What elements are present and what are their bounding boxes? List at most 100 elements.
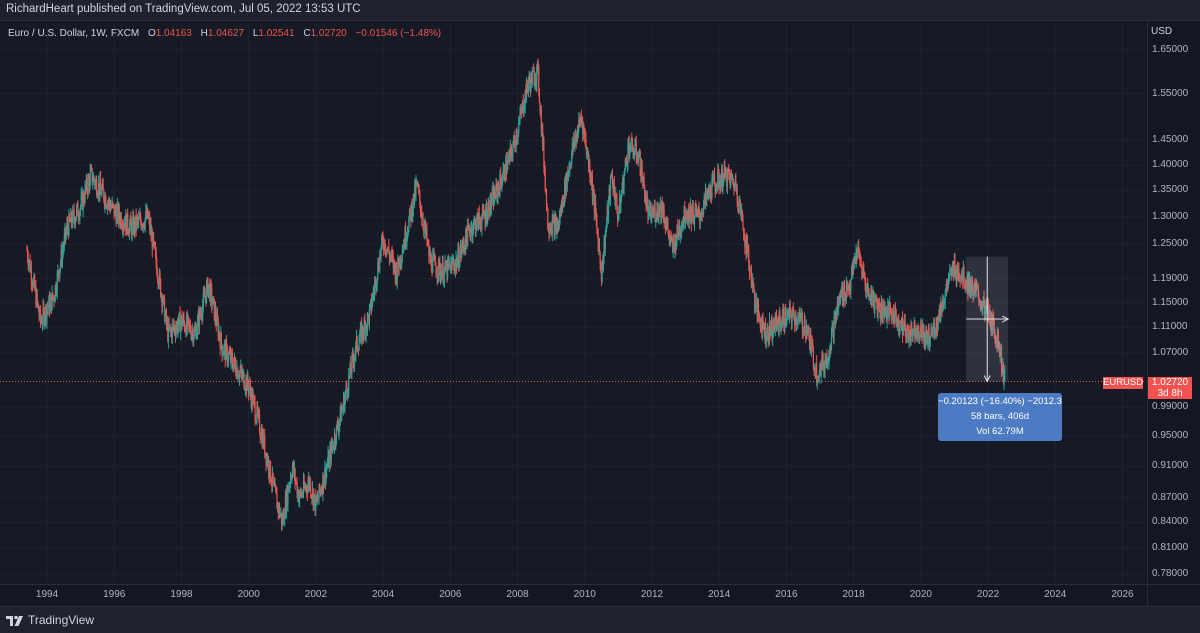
candle-body [140, 215, 142, 223]
candle-body [675, 241, 678, 249]
candle-body [361, 326, 363, 342]
candle-body [468, 226, 470, 229]
candle-body [651, 210, 653, 217]
candle-body [885, 309, 888, 322]
candle-body [877, 302, 879, 314]
candle-body [124, 223, 126, 230]
candle-body [56, 291, 58, 293]
candle-body [66, 223, 68, 231]
price-axis-label: 1.65000 [1152, 44, 1189, 56]
candle-body [686, 215, 688, 219]
price-chart[interactable] [0, 21, 1146, 583]
candle-body [366, 313, 369, 329]
candle-body [128, 233, 130, 235]
candle-body [779, 311, 781, 321]
candle-body [825, 359, 827, 365]
candle-body [923, 337, 926, 345]
candle-body [1002, 364, 1005, 383]
candle-body [836, 303, 838, 316]
candle-body [853, 262, 855, 269]
candle-body [98, 183, 100, 196]
candle-body [173, 326, 175, 329]
candle-body [869, 299, 871, 301]
time-axis-label: 1994 [35, 589, 59, 600]
candle-body [175, 327, 177, 335]
candle-body [576, 132, 578, 143]
candle-body [133, 219, 135, 233]
candle-body [390, 256, 392, 258]
candle-body [984, 304, 986, 319]
candle-body [864, 277, 866, 286]
candle-body [467, 225, 469, 229]
candle-body [63, 235, 65, 247]
candle-body [439, 262, 441, 277]
candle-body [109, 204, 111, 211]
candle-body [83, 201, 86, 203]
tradingview-logo[interactable]: TradingView [6, 613, 94, 627]
candle-body [480, 226, 482, 229]
price-axis-label: 0.95000 [1152, 430, 1189, 442]
candle-body [156, 262, 158, 275]
candle-body [856, 252, 858, 258]
candle-body [233, 357, 235, 365]
candle-body [694, 208, 696, 218]
candle-body [669, 236, 671, 239]
candle-body [222, 353, 224, 356]
candle-body [352, 354, 354, 356]
candle-body [39, 308, 42, 321]
candle-body [735, 187, 738, 191]
candle-body [806, 325, 808, 334]
chart-pane[interactable] [0, 21, 1146, 583]
candle-body [130, 217, 132, 225]
candle-body [1001, 369, 1003, 372]
candle-body [983, 296, 985, 305]
candle-body [952, 265, 954, 269]
candle-body [215, 308, 217, 321]
candle-body [876, 302, 879, 314]
price-axis[interactable] [1147, 21, 1200, 583]
candle-body [751, 285, 753, 287]
candle-body [415, 182, 417, 195]
candle-body [896, 321, 899, 326]
open-label: O [147, 28, 156, 39]
candle-body [421, 213, 423, 219]
candle-body [384, 240, 386, 251]
candle-body [496, 183, 498, 186]
candle-body [834, 313, 836, 316]
candle-body [725, 168, 727, 183]
candle-body [972, 291, 974, 300]
candle-body [487, 208, 489, 219]
candle-body [582, 122, 584, 135]
candle-body [766, 331, 768, 341]
candle-body [735, 180, 737, 191]
candle-body [70, 212, 72, 223]
candle-body [481, 208, 484, 219]
candle-body [878, 304, 880, 311]
candle-body [211, 288, 213, 305]
candle-body [613, 183, 615, 199]
candle-body [305, 485, 307, 489]
candle-body [759, 323, 762, 328]
candle-body [390, 252, 392, 258]
candle-body [451, 260, 453, 262]
candle-body [237, 377, 239, 379]
candle-body [682, 219, 684, 225]
candle-body [912, 332, 914, 337]
candle-body [762, 315, 764, 324]
candle-body [939, 309, 941, 322]
candle-body [618, 198, 621, 213]
candle-body [743, 229, 745, 233]
candle-body [611, 174, 613, 179]
candle-body [394, 260, 396, 267]
candle-body [628, 143, 630, 156]
candle-body [967, 277, 970, 293]
candle-body [423, 226, 425, 232]
candle-body [550, 227, 552, 231]
candle-body [449, 264, 451, 266]
time-axis[interactable] [0, 584, 1146, 607]
candle-body [180, 322, 182, 333]
candle-body [875, 296, 877, 302]
candle-body [119, 218, 121, 224]
candle-body [55, 285, 57, 293]
candle-body [115, 212, 117, 224]
